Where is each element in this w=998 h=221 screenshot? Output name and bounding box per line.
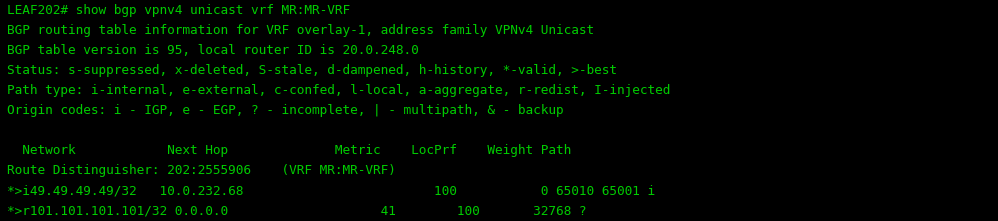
Text: Network            Next Hop              Metric    LocPrf    Weight Path: Network Next Hop Metric LocPrf Weight Pa… xyxy=(7,144,571,157)
Text: Origin codes: i - IGP, e - EGP, ? - incomplete, | - multipath, & - backup: Origin codes: i - IGP, e - EGP, ? - inco… xyxy=(7,104,564,117)
Text: Path type: i-internal, e-external, c-confed, l-local, a-aggregate, r-redist, I-i: Path type: i-internal, e-external, c-con… xyxy=(7,84,671,97)
Text: *>i49.49.49.49/32   10.0.232.68                         100           0 65010 65: *>i49.49.49.49/32 10.0.232.68 100 0 6501… xyxy=(7,184,655,197)
Text: Route Distinguisher: 202:2555906    (VRF MR:MR-VRF): Route Distinguisher: 202:2555906 (VRF MR… xyxy=(7,164,396,177)
Text: BGP table version is 95, local router ID is 20.0.248.0: BGP table version is 95, local router ID… xyxy=(7,44,419,57)
Text: *>r101.101.101.101/32 0.0.0.0                    41        100       32768 ?: *>r101.101.101.101/32 0.0.0.0 41 100 327… xyxy=(7,204,587,217)
Text: BGP routing table information for VRF overlay-1, address family VPNv4 Unicast: BGP routing table information for VRF ov… xyxy=(7,24,594,37)
Text: Status: s-suppressed, x-deleted, S-stale, d-dampened, h-history, *-valid, >-best: Status: s-suppressed, x-deleted, S-stale… xyxy=(7,64,617,77)
Text: LEAF202# show bgp vpnv4 unicast vrf MR:MR-VRF: LEAF202# show bgp vpnv4 unicast vrf MR:M… xyxy=(7,4,350,17)
